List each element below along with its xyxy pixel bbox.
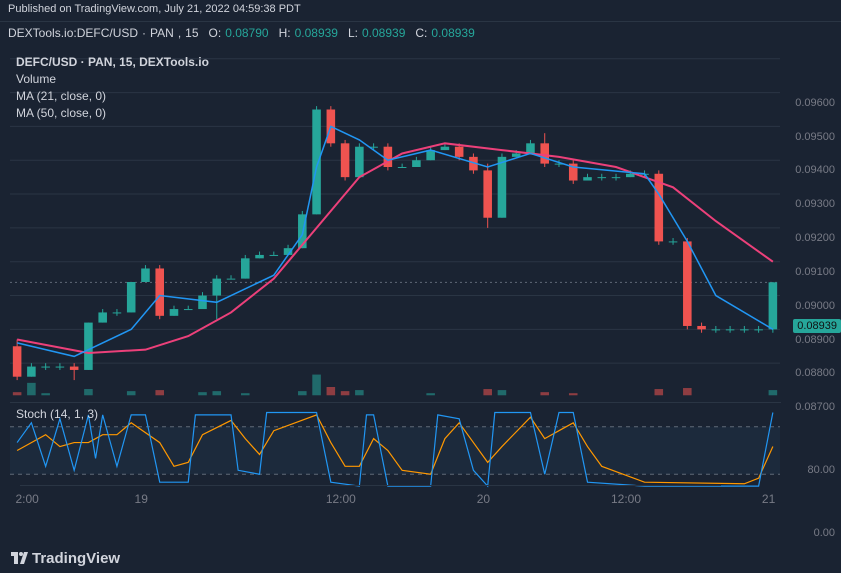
o-label: O: <box>209 26 222 40</box>
stoch-tick: 0.00 <box>814 527 835 539</box>
stoch-legend: Stoch (14, 1, 3) <box>16 407 98 421</box>
price-tick: 0.08800 <box>795 367 835 379</box>
legend-volume: Volume <box>16 71 209 88</box>
stoch-panel[interactable]: Stoch (14, 1, 3) <box>10 402 781 497</box>
legend-title: DEFC/USD · PAN, 15, DEXTools.io <box>16 54 209 71</box>
o-value: 0.08790 <box>225 26 268 40</box>
price-tick: 0.09400 <box>795 164 835 176</box>
x-tick: 2:00 <box>15 492 38 506</box>
l-value: 0.08939 <box>362 26 405 40</box>
tradingview-icon <box>10 549 28 567</box>
stoch-tick: 80.00 <box>807 464 835 476</box>
c-value: 0.08939 <box>431 26 474 40</box>
price-axis: 0.08700 0.08800 0.08900 0.09000 0.09100 0.092… <box>783 96 841 441</box>
price-tick: 0.09600 <box>795 97 835 109</box>
ohlc-bar: DEXTools.io:DEFC/USD · PAN , 15 O:0.0879… <box>0 22 841 44</box>
brand-text: TradingView <box>32 550 120 567</box>
publish-info: Published on TradingView.com, July 21, 2… <box>0 0 841 22</box>
price-tick: 0.09200 <box>795 232 835 244</box>
x-tick: 20 <box>477 492 490 506</box>
x-tick: 21 <box>762 492 775 506</box>
price-tick: 0.09000 <box>795 300 835 312</box>
footer-brand: TradingView <box>10 549 120 567</box>
current-price-tag: 0.08939 <box>793 319 841 333</box>
publish-text: Published on TradingView.com, July 21, 2… <box>8 3 301 15</box>
x-tick: 19 <box>135 492 148 506</box>
legend-ma50: MA (50, close, 0) <box>16 105 209 122</box>
exchange-label: PAN <box>150 26 174 40</box>
chart-container[interactable]: DEFC/USD · PAN, 15, DEXTools.io Volume M… <box>10 52 781 513</box>
legend-ma21: MA (21, close, 0) <box>16 88 209 105</box>
l-label: L: <box>348 26 358 40</box>
interval-label: 15 <box>185 26 198 40</box>
h-value: 0.08939 <box>295 26 338 40</box>
price-tick: 0.09300 <box>795 198 835 210</box>
x-axis: 2:001912:002012:0021 <box>20 485 721 513</box>
price-tick: 0.09500 <box>795 131 835 143</box>
h-label: H: <box>279 26 291 40</box>
stoch-axis: 80.00 0.00 <box>783 446 841 541</box>
main-area: DEFC/USD · PAN, 15, DEXTools.io Volume M… <box>0 44 841 543</box>
price-tick: 0.09100 <box>795 266 835 278</box>
x-tick: 12:00 <box>326 492 356 506</box>
price-tick: 0.08900 <box>795 334 835 346</box>
c-label: C: <box>415 26 427 40</box>
price-tick: 0.08700 <box>795 401 835 413</box>
x-tick: 12:00 <box>611 492 641 506</box>
price-panel[interactable]: DEFC/USD · PAN, 15, DEXTools.io Volume M… <box>10 52 781 397</box>
stoch-chart[interactable] <box>10 403 780 498</box>
price-legend: DEFC/USD · PAN, 15, DEXTools.io Volume M… <box>16 54 209 122</box>
pair-label: DEXTools.io:DEFC/USD <box>8 26 138 40</box>
